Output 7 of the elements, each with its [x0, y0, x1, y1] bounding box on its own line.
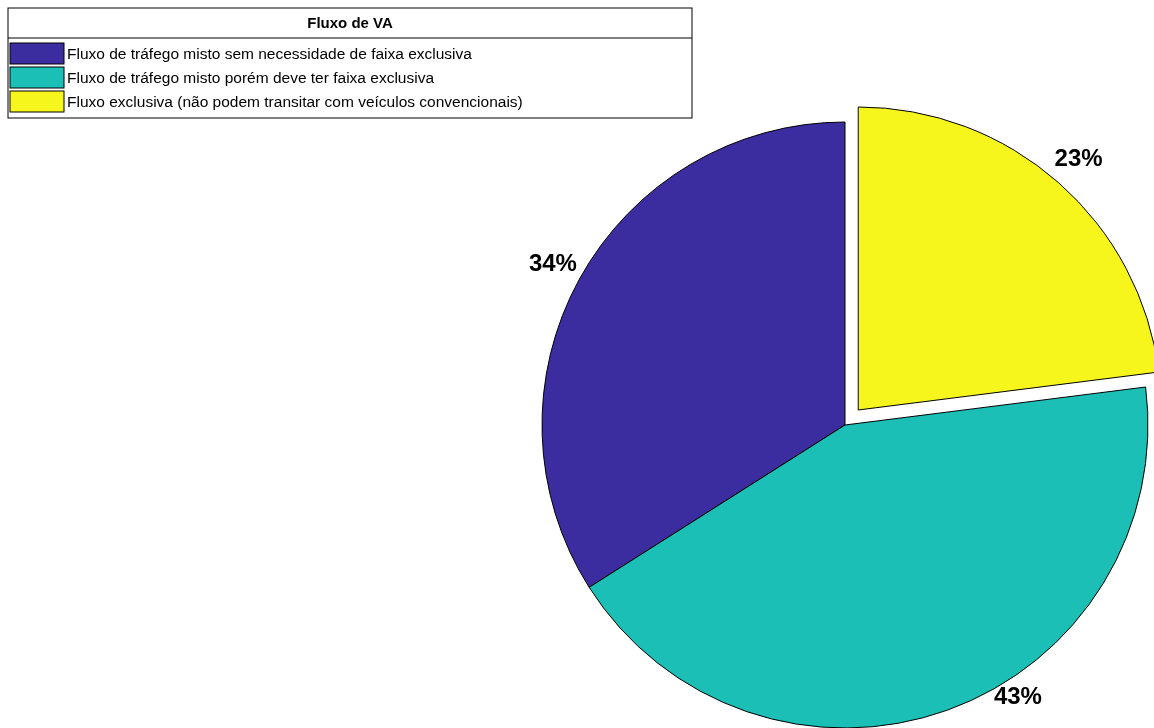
legend-label: Fluxo de tráfego misto porém deve ter faixa exclusiva [67, 69, 435, 86]
legend-title: Fluxo de VA [307, 14, 393, 31]
legend-label: Fluxo de tráfego misto sem necessidade de faixa exclusiva [67, 45, 473, 62]
data-label: 43% [993, 682, 1042, 710]
data-label: 34% [528, 248, 577, 276]
legend-label: Fluxo exclusiva (não podem transitar com veículos convencionais) [67, 93, 523, 110]
data-label: 23% [1054, 144, 1103, 172]
